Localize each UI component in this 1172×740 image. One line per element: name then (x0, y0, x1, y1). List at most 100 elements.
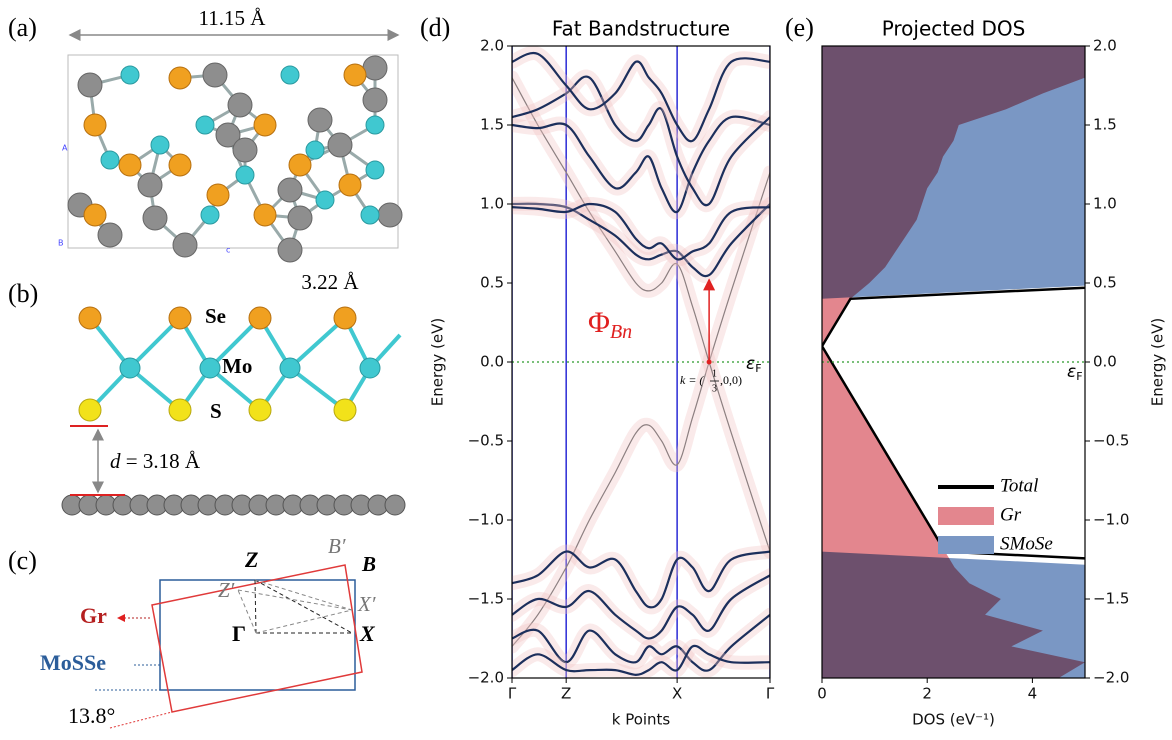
x-axis-label: k Points (612, 711, 671, 729)
subscript: F (1076, 370, 1082, 383)
point: B′ (328, 534, 346, 558)
y-tick-label: 0.5 (1093, 274, 1117, 292)
chart-title: Projected DOS (882, 17, 1026, 41)
x-tick-label: Z (561, 685, 571, 703)
atom-c (78, 73, 102, 97)
x-tick-label: X (672, 685, 682, 703)
barrier-label: ΦBn (588, 306, 632, 343)
atom-mo (121, 66, 139, 84)
atom-se (84, 114, 106, 136)
barrier-origin (707, 360, 712, 365)
y-tick-label: 1.0 (480, 195, 504, 213)
atom-mo (281, 66, 299, 84)
atom-se (254, 204, 276, 226)
y-axis-label: Energy (eV) (429, 318, 447, 406)
plot-area (512, 46, 770, 678)
atom-c (138, 173, 162, 197)
atom-mo (316, 191, 334, 209)
y-tick-label: 1.0 (1093, 195, 1117, 213)
angle-label: 13.8° (68, 703, 115, 728)
y-tick-label: −0.5 (468, 432, 504, 450)
atom-c (143, 206, 167, 230)
pointer (110, 712, 172, 728)
y-tick-label: 0.5 (480, 274, 504, 292)
k-label: 3 (712, 383, 717, 394)
y-tick-label: −2.0 (1093, 669, 1129, 687)
bandstructure: (d)Fat BandstructureΓZXΓ−2.0−1.5−1.0−0.5… (420, 13, 775, 729)
y-tick-label: −1.0 (468, 511, 504, 529)
atom-c (288, 206, 312, 230)
y-tick-label: 1.5 (1093, 116, 1117, 134)
y-tick-label: −1.0 (1093, 511, 1129, 529)
value: = 3.18 Å (121, 449, 201, 473)
point: X′ (357, 592, 376, 616)
atom-c (278, 178, 302, 202)
atom-se (334, 307, 356, 329)
k-label: 1 (712, 368, 717, 379)
atom-c (328, 133, 352, 157)
atom-se (339, 174, 361, 196)
y-tick-label: −0.5 (1093, 432, 1129, 450)
atom-se (254, 114, 276, 136)
axis-label: A (62, 144, 68, 153)
axis-label: B (58, 239, 64, 248)
x-axis-label: DOS (eV⁻¹) (912, 711, 995, 729)
atom-c (363, 88, 387, 112)
atom-se (169, 307, 191, 329)
atom-mo (236, 166, 254, 184)
y-tick-label: −2.0 (468, 669, 504, 687)
legend-swatch (938, 507, 994, 525)
atom-c (228, 93, 252, 117)
atom-c (278, 238, 302, 262)
atom-se (119, 154, 141, 176)
x-tick-label: 0 (817, 685, 827, 703)
x-tick-label: Γ (508, 685, 517, 703)
legend-swatch (938, 536, 994, 554)
y-tick-label: 1.5 (480, 116, 504, 134)
symbol: ε (1067, 362, 1076, 382)
legend-label: Gr (1000, 504, 1022, 525)
k-label: k = ( (680, 373, 704, 387)
atom-mo (361, 206, 379, 224)
point: B (361, 552, 376, 576)
symbol: d (110, 449, 121, 473)
fermi-label: εF (1067, 362, 1083, 383)
figure: (a) 11.15 Å A B c (b) 3.22 Å Se Mo S d =… (0, 0, 1172, 740)
bz-path (255, 580, 352, 633)
panel-c: (c) Z B′ B Z′ X′ Γ X Gr MoSSe 13.8° (8, 534, 376, 728)
atom-se (344, 64, 366, 86)
mossse-cell (160, 580, 355, 690)
atom-c (378, 203, 402, 227)
atom-mo (366, 116, 384, 134)
atom-se (84, 204, 106, 226)
atom-mo (366, 161, 384, 179)
atom-c (203, 63, 227, 87)
atom-mo (101, 151, 119, 169)
atom-s (334, 399, 356, 421)
y-tick-label: 0.0 (1093, 353, 1117, 371)
atom-mo (201, 206, 219, 224)
panel-label: (c) (8, 546, 37, 575)
atom-mo (200, 358, 220, 378)
panel-label: (e) (785, 13, 814, 42)
atom-c (308, 108, 332, 132)
atom-mo (196, 116, 214, 134)
distance-label: d = 3.18 Å (110, 449, 201, 473)
atom-label: S (210, 399, 222, 423)
legend-label: SMoSe (1000, 533, 1053, 554)
layer-label: Gr (80, 603, 107, 628)
atom-se (169, 67, 191, 89)
x-tick-label: 2 (922, 685, 932, 703)
atom-se (169, 154, 191, 176)
axis-label: c (226, 246, 230, 255)
lattice-label: 3.22 Å (301, 270, 359, 294)
atom-mo (120, 358, 140, 378)
atom-c (363, 56, 387, 80)
atom-label: Se (205, 304, 226, 328)
atom-se (249, 307, 271, 329)
atom-mo (151, 136, 169, 154)
y-axis-label: Energy (eV) (1149, 318, 1167, 406)
layer-label: MoSSe (40, 650, 106, 675)
y-tick-label: 2.0 (1093, 37, 1117, 55)
